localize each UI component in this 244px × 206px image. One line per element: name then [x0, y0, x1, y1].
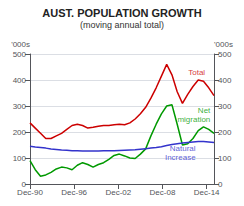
svg-text:Increase: Increase [165, 153, 196, 162]
svg-text:Dec-02: Dec-02 [105, 188, 131, 197]
svg-text:500: 500 [218, 50, 232, 59]
svg-text:100: 100 [13, 154, 27, 163]
svg-text:Total: Total [188, 68, 205, 77]
svg-text:Dec-14: Dec-14 [194, 188, 220, 197]
svg-text:0: 0 [21, 179, 26, 189]
svg-text:Dec-08: Dec-08 [150, 188, 176, 197]
svg-text:100: 100 [218, 154, 232, 163]
svg-text:Net: Net [198, 106, 211, 115]
svg-text:'000s: '000s [11, 40, 30, 49]
svg-text:AUST. POPULATION GROWTH: AUST. POPULATION GROWTH [42, 7, 201, 19]
svg-text:300: 300 [13, 102, 27, 111]
svg-text:200: 200 [13, 128, 27, 137]
svg-text:300: 300 [218, 102, 232, 111]
svg-text:200: 200 [218, 128, 232, 137]
svg-text:Dec-96: Dec-96 [61, 188, 87, 197]
svg-text:400: 400 [13, 76, 27, 85]
svg-text:Natural: Natural [170, 144, 196, 153]
svg-text:Dec-90: Dec-90 [17, 188, 43, 197]
svg-text:'000s: '000s [214, 40, 233, 49]
svg-text:500: 500 [13, 50, 27, 59]
svg-text:400: 400 [218, 76, 232, 85]
svg-text:migration: migration [177, 115, 210, 124]
svg-text:(moving annual total): (moving annual total) [80, 20, 164, 30]
svg-text:0: 0 [218, 179, 223, 189]
